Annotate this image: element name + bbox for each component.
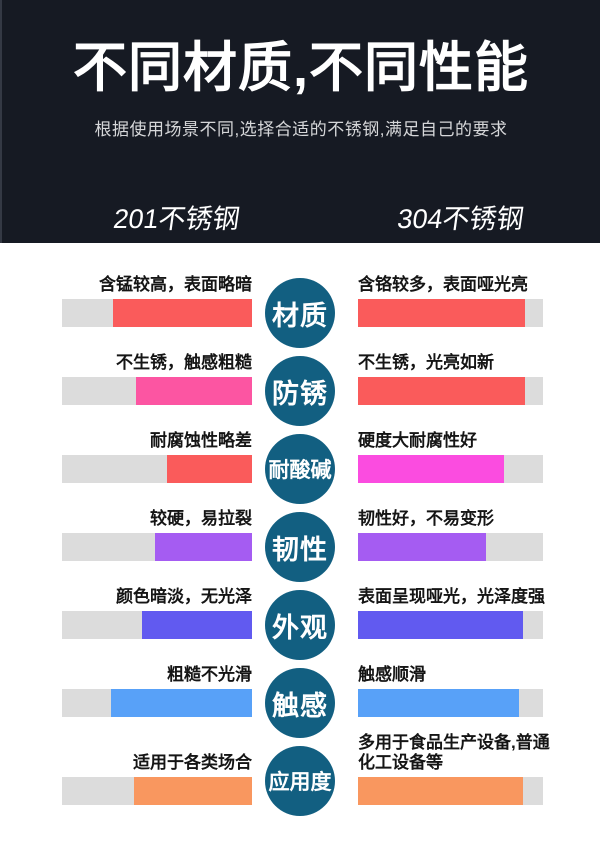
right-label: 不生锈，光亮如新 (358, 352, 494, 372)
left-bar-track (62, 377, 252, 405)
left-measure: 耐腐蚀性略差 (62, 431, 252, 483)
right-bar-fill (358, 611, 523, 639)
left-bar-fill (113, 299, 252, 327)
right-measure: 含铬较多，表面哑光亮 (358, 275, 543, 327)
category-badge: 材质 (265, 278, 335, 348)
left-measure: 颜色暗淡，无光泽 (62, 587, 252, 639)
left-label: 颜色暗淡，无光泽 (116, 586, 252, 606)
left-label: 适用于各类场合 (133, 752, 252, 772)
right-measure: 表面呈现哑光，光泽度强 (358, 587, 545, 639)
comparison-row: 含锰较高，表面略暗 材质 含铬较多，表面哑光亮 (0, 274, 600, 352)
comparison-row: 不生锈，触感粗糙 防锈 不生锈，光亮如新 (0, 352, 600, 430)
left-bar-fill (166, 455, 252, 483)
right-bar-fill (358, 377, 525, 405)
comparison-row: 粗糙不光滑 触感 触感顺滑 (0, 664, 600, 742)
comparison-row: 耐腐蚀性略差 耐酸碱 硬度大耐腐性好 (0, 430, 600, 508)
right-bar-fill (358, 455, 505, 483)
left-measure: 粗糙不光滑 (62, 665, 252, 717)
category-badge: 外观 (265, 590, 335, 660)
right-measure: 触感顺滑 (358, 665, 543, 717)
left-bar-track (62, 299, 252, 327)
right-label: 含铬较多，表面哑光亮 (358, 274, 528, 294)
page-title: 不同材质,不同性能 (72, 38, 529, 98)
comparison-row: 颜色暗淡，无光泽 外观 表面呈现哑光，光泽度强 (0, 586, 600, 664)
right-label: 韧性好，不易变形 (358, 508, 494, 528)
right-label: 硬度大耐腐性好 (358, 430, 477, 450)
page-subtitle: 根据使用场景不同,选择合适的不锈钢,满足自己的要求 (94, 119, 508, 139)
right-measure: 韧性好，不易变形 (358, 509, 543, 561)
category-badge: 应用度 (265, 746, 335, 816)
right-bar-track (358, 611, 543, 639)
left-measure: 不生锈，触感粗糙 (62, 353, 252, 405)
left-label: 粗糙不光滑 (167, 664, 252, 684)
category-badge: 韧性 (265, 512, 335, 582)
right-bar-fill (358, 689, 519, 717)
left-bar-track (62, 455, 252, 483)
left-measure: 含锰较高，表面略暗 (62, 275, 252, 327)
column-header-304: 304不锈钢 (395, 204, 526, 234)
right-measure: 硬度大耐腐性好 (358, 431, 543, 483)
left-bar-track (62, 533, 252, 561)
header-banner: 不同材质,不同性能 根据使用场景不同,选择合适的不锈钢,满足自己的要求 201不… (0, 0, 600, 243)
left-bar-track (62, 611, 252, 639)
comparison-row: 适用于各类场合 应用度 多用于食品生产设备,普通化工设备等 (0, 733, 600, 820)
right-bar-fill (358, 533, 486, 561)
left-bar-fill (134, 777, 252, 805)
right-label: 多用于食品生产设备,普通化工设备等 (358, 732, 550, 772)
right-bar-track (358, 777, 543, 805)
right-bar-track (358, 533, 543, 561)
left-bar-fill (111, 689, 252, 717)
right-bar-track (358, 377, 543, 405)
right-label: 表面呈现哑光，光泽度强 (358, 586, 545, 606)
left-label: 耐腐蚀性略差 (150, 430, 252, 450)
right-bar-track (358, 689, 543, 717)
left-bar-fill (155, 533, 252, 561)
right-measure: 不生锈，光亮如新 (358, 353, 543, 405)
left-label: 含锰较高，表面略暗 (99, 274, 252, 294)
right-measure: 多用于食品生产设备,普通化工设备等 (358, 733, 550, 805)
comparison-row: 较硬，易拉裂 韧性 韧性好，不易变形 (0, 508, 600, 586)
left-label: 较硬，易拉裂 (150, 508, 252, 528)
category-badge: 防锈 (265, 356, 335, 426)
left-bar-track (62, 777, 252, 805)
left-bar-fill (136, 377, 252, 405)
category-badge: 触感 (265, 668, 335, 738)
right-bar-fill (358, 299, 525, 327)
category-badge: 耐酸碱 (265, 434, 335, 504)
left-label: 不生锈，触感粗糙 (116, 352, 252, 372)
right-label: 触感顺滑 (358, 664, 426, 684)
left-measure: 较硬，易拉裂 (62, 509, 252, 561)
left-measure: 适用于各类场合 (62, 753, 252, 805)
comparison-rows: 含锰较高，表面略暗 材质 含铬较多，表面哑光亮不生锈，触感粗糙 防锈 不生锈，光亮如新耐… (0, 274, 600, 820)
right-bar-track (358, 455, 543, 483)
right-bar-track (358, 299, 543, 327)
left-bar-track (62, 689, 252, 717)
left-bar-fill (141, 611, 252, 639)
column-header-201: 201不锈钢 (111, 204, 242, 234)
right-bar-fill (358, 777, 523, 805)
